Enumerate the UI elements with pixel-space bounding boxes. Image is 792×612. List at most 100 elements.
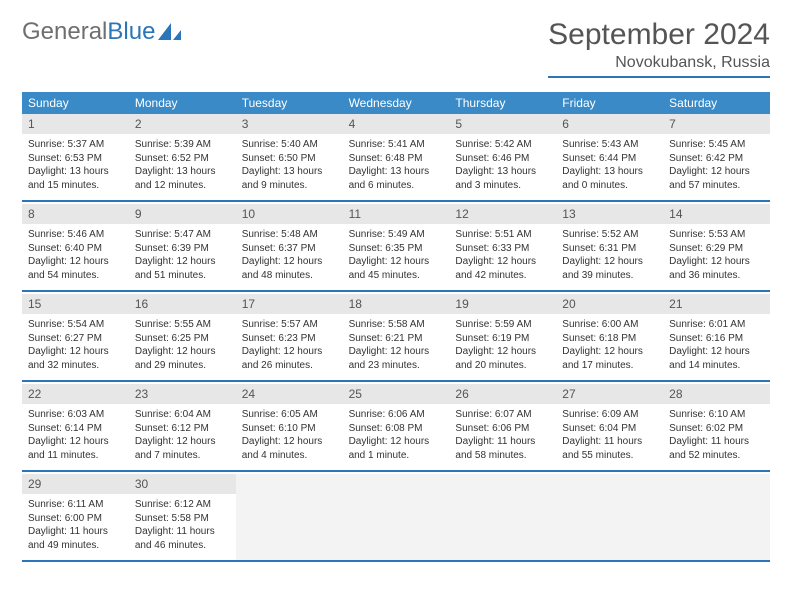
day-body: Sunrise: 5:55 AMSunset: 6:25 PMDaylight:…: [129, 314, 236, 378]
daylight-line: Daylight: 12 hours and 7 minutes.: [135, 435, 230, 462]
sunset-line: Sunset: 6:53 PM: [28, 152, 123, 166]
day-body: Sunrise: 5:46 AMSunset: 6:40 PMDaylight:…: [22, 224, 129, 288]
daylight-line: Daylight: 12 hours and 26 minutes.: [242, 345, 337, 372]
daylight-line: Daylight: 12 hours and 4 minutes.: [242, 435, 337, 462]
day-number: 21: [663, 294, 770, 314]
sunset-line: Sunset: 6:02 PM: [669, 422, 764, 436]
sunset-line: Sunset: 6:48 PM: [349, 152, 444, 166]
sunrise-line: Sunrise: 5:48 AM: [242, 228, 337, 242]
calendar-day: 16Sunrise: 5:55 AMSunset: 6:25 PMDayligh…: [129, 294, 236, 380]
sunset-line: Sunset: 6:10 PM: [242, 422, 337, 436]
sunrise-line: Sunrise: 5:39 AM: [135, 138, 230, 152]
day-number: 26: [449, 384, 556, 404]
day-number: 18: [343, 294, 450, 314]
daylight-line: Daylight: 12 hours and 54 minutes.: [28, 255, 123, 282]
daylight-line: Daylight: 11 hours and 55 minutes.: [562, 435, 657, 462]
sunset-line: Sunset: 6:37 PM: [242, 242, 337, 256]
calendar-day: 13Sunrise: 5:52 AMSunset: 6:31 PMDayligh…: [556, 204, 663, 290]
calendar-day: 23Sunrise: 6:04 AMSunset: 6:12 PMDayligh…: [129, 384, 236, 470]
calendar-week-row: 15Sunrise: 5:54 AMSunset: 6:27 PMDayligh…: [22, 294, 770, 382]
calendar-week-row: 22Sunrise: 6:03 AMSunset: 6:14 PMDayligh…: [22, 384, 770, 472]
calendar-day-empty: [449, 474, 556, 560]
sunrise-line: Sunrise: 5:49 AM: [349, 228, 444, 242]
day-number: 23: [129, 384, 236, 404]
daylight-line: Daylight: 12 hours and 39 minutes.: [562, 255, 657, 282]
calendar-day: 20Sunrise: 6:00 AMSunset: 6:18 PMDayligh…: [556, 294, 663, 380]
day-number: 11: [343, 204, 450, 224]
day-number: 17: [236, 294, 343, 314]
calendar-day: 19Sunrise: 5:59 AMSunset: 6:19 PMDayligh…: [449, 294, 556, 380]
daylight-line: Daylight: 12 hours and 14 minutes.: [669, 345, 764, 372]
day-number: 12: [449, 204, 556, 224]
day-body: Sunrise: 6:10 AMSunset: 6:02 PMDaylight:…: [663, 404, 770, 468]
sunset-line: Sunset: 6:50 PM: [242, 152, 337, 166]
day-number: 15: [22, 294, 129, 314]
calendar-day: 30Sunrise: 6:12 AMSunset: 5:58 PMDayligh…: [129, 474, 236, 560]
sunset-line: Sunset: 6:23 PM: [242, 332, 337, 346]
day-number: 19: [449, 294, 556, 314]
calendar-day: 25Sunrise: 6:06 AMSunset: 6:08 PMDayligh…: [343, 384, 450, 470]
month-title: September 2024: [548, 18, 770, 52]
calendar-day: 3Sunrise: 5:40 AMSunset: 6:50 PMDaylight…: [236, 114, 343, 200]
sunrise-line: Sunrise: 6:03 AM: [28, 408, 123, 422]
day-body: Sunrise: 5:59 AMSunset: 6:19 PMDaylight:…: [449, 314, 556, 378]
day-number: 5: [449, 114, 556, 134]
day-body: Sunrise: 5:37 AMSunset: 6:53 PMDaylight:…: [22, 134, 129, 198]
calendar-day: 17Sunrise: 5:57 AMSunset: 6:23 PMDayligh…: [236, 294, 343, 380]
day-of-week-cell: Wednesday: [343, 92, 450, 114]
sunrise-line: Sunrise: 5:59 AM: [455, 318, 550, 332]
sunset-line: Sunset: 6:18 PM: [562, 332, 657, 346]
sunset-line: Sunset: 6:40 PM: [28, 242, 123, 256]
sunrise-line: Sunrise: 6:11 AM: [28, 498, 123, 512]
sunset-line: Sunset: 6:27 PM: [28, 332, 123, 346]
day-body: Sunrise: 6:11 AMSunset: 6:00 PMDaylight:…: [22, 494, 129, 558]
sunset-line: Sunset: 6:21 PM: [349, 332, 444, 346]
calendar-day-empty: [236, 474, 343, 560]
day-number: 4: [343, 114, 450, 134]
day-number: 25: [343, 384, 450, 404]
day-of-week-cell: Tuesday: [236, 92, 343, 114]
day-body: Sunrise: 5:54 AMSunset: 6:27 PMDaylight:…: [22, 314, 129, 378]
calendar-day: 27Sunrise: 6:09 AMSunset: 6:04 PMDayligh…: [556, 384, 663, 470]
sunrise-line: Sunrise: 5:52 AM: [562, 228, 657, 242]
day-number: 2: [129, 114, 236, 134]
sunset-line: Sunset: 6:29 PM: [669, 242, 764, 256]
calendar: SundayMondayTuesdayWednesdayThursdayFrid…: [22, 92, 770, 562]
calendar-day: 21Sunrise: 6:01 AMSunset: 6:16 PMDayligh…: [663, 294, 770, 380]
day-of-week-cell: Saturday: [663, 92, 770, 114]
day-number: 9: [129, 204, 236, 224]
location-label: Novokubansk, Russia: [548, 54, 770, 78]
sunrise-line: Sunrise: 6:04 AM: [135, 408, 230, 422]
sunset-line: Sunset: 6:42 PM: [669, 152, 764, 166]
day-number: 3: [236, 114, 343, 134]
calendar-day: 4Sunrise: 5:41 AMSunset: 6:48 PMDaylight…: [343, 114, 450, 200]
daylight-line: Daylight: 11 hours and 52 minutes.: [669, 435, 764, 462]
daylight-line: Daylight: 13 hours and 0 minutes.: [562, 165, 657, 192]
day-body: Sunrise: 6:12 AMSunset: 5:58 PMDaylight:…: [129, 494, 236, 558]
calendar-day: 7Sunrise: 5:45 AMSunset: 6:42 PMDaylight…: [663, 114, 770, 200]
daylight-line: Daylight: 13 hours and 15 minutes.: [28, 165, 123, 192]
daylight-line: Daylight: 13 hours and 12 minutes.: [135, 165, 230, 192]
logo-text-blue: Blue: [107, 18, 155, 46]
daylight-line: Daylight: 13 hours and 6 minutes.: [349, 165, 444, 192]
day-body: Sunrise: 6:04 AMSunset: 6:12 PMDaylight:…: [129, 404, 236, 468]
calendar-day: 9Sunrise: 5:47 AMSunset: 6:39 PMDaylight…: [129, 204, 236, 290]
calendar-day: 2Sunrise: 5:39 AMSunset: 6:52 PMDaylight…: [129, 114, 236, 200]
daylight-line: Daylight: 11 hours and 49 minutes.: [28, 525, 123, 552]
daylight-line: Daylight: 12 hours and 45 minutes.: [349, 255, 444, 282]
calendar-day: 22Sunrise: 6:03 AMSunset: 6:14 PMDayligh…: [22, 384, 129, 470]
daylight-line: Daylight: 12 hours and 36 minutes.: [669, 255, 764, 282]
day-body: Sunrise: 5:43 AMSunset: 6:44 PMDaylight:…: [556, 134, 663, 198]
header: GeneralBlue September 2024 Novokubansk, …: [22, 18, 770, 78]
day-number: 10: [236, 204, 343, 224]
sunrise-line: Sunrise: 5:53 AM: [669, 228, 764, 242]
sunrise-line: Sunrise: 5:51 AM: [455, 228, 550, 242]
calendar-body: 1Sunrise: 5:37 AMSunset: 6:53 PMDaylight…: [22, 114, 770, 562]
sunrise-line: Sunrise: 5:40 AM: [242, 138, 337, 152]
daylight-line: Daylight: 12 hours and 51 minutes.: [135, 255, 230, 282]
daylight-line: Daylight: 13 hours and 3 minutes.: [455, 165, 550, 192]
day-body: Sunrise: 5:39 AMSunset: 6:52 PMDaylight:…: [129, 134, 236, 198]
calendar-day: 11Sunrise: 5:49 AMSunset: 6:35 PMDayligh…: [343, 204, 450, 290]
daylight-line: Daylight: 11 hours and 58 minutes.: [455, 435, 550, 462]
day-body: Sunrise: 5:41 AMSunset: 6:48 PMDaylight:…: [343, 134, 450, 198]
